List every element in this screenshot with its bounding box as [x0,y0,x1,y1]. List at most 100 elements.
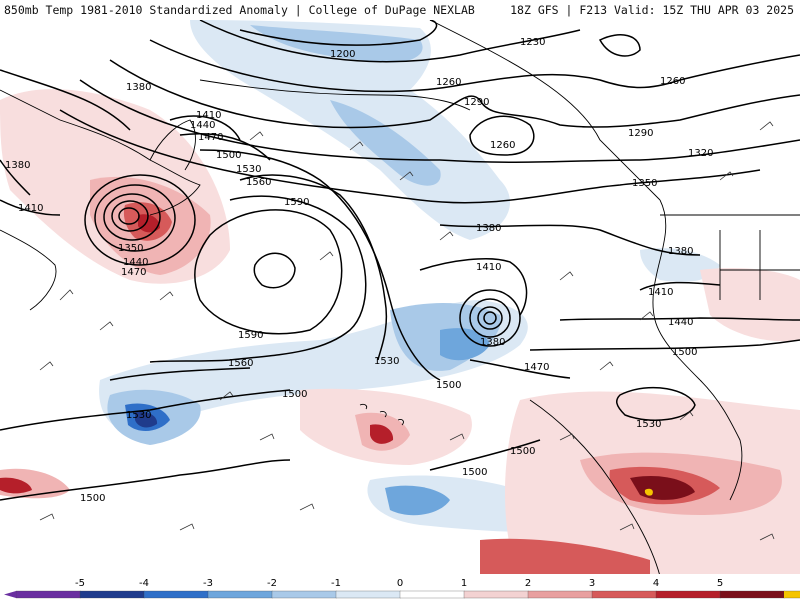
contour-label: 1290 [464,97,489,108]
legend-tick-label: 3 [589,578,595,589]
legend-tick-label: 2 [525,578,531,589]
contour-1200 [239,20,438,46]
legend-max-arrow [784,591,796,598]
legend-color-swatch [15,590,81,599]
contour-1260-north [149,39,800,93]
contour-label: 1410 [476,262,501,273]
contour-label: 1410 [648,287,673,298]
contour-label: 1470 [198,132,223,143]
color-scale-legend: -5 -4 -3 -2 -1 0 1 2 3 4 5 [0,574,800,600]
cyclone-east-ring-3 [477,306,503,330]
wind-barb [259,433,275,441]
wind-barb [179,523,195,531]
cold-anomaly-north-core [250,25,423,63]
wind-barb [559,433,575,441]
contour-1470 [179,132,271,161]
contour-label: 1590 [284,197,309,208]
wind-barbs [39,121,775,541]
contour-label: 1470 [524,362,549,373]
coastline-asia [0,89,201,216]
wind-barb [299,503,315,511]
legend-tick-label: 4 [653,578,659,589]
contour-1530-c [109,367,251,381]
cyclone-east-ring-4 [483,311,497,325]
legend-color-swatch [271,590,337,599]
wind-barb [219,391,234,401]
contour-label: 1200 [330,49,355,60]
legend-color-swatch [719,590,785,599]
coastline-alaska [429,20,661,201]
legend-color-swatch [207,590,273,599]
contour-1410-asia [0,199,61,216]
contour-label: 1320 [688,148,713,159]
contour-1320 [79,79,800,163]
contour-1560 [149,195,367,363]
contour-1500-b [529,339,800,351]
coastlines [0,20,800,576]
legend-tick-label: -3 [203,578,213,589]
wind-barb [59,289,74,301]
legend-tick-label: 1 [461,578,467,589]
contour-label: 1560 [228,358,253,369]
contour-1410-b [419,258,528,316]
contour-label: 1440 [190,120,215,131]
contour-1500-c [0,389,291,431]
contour-label: 1350 [632,178,657,189]
contour-label: 1380 [5,160,30,171]
contour-label: 1350 [118,243,143,254]
contour-1470-e [469,359,571,379]
wind-barb [39,361,54,371]
coastline-aleutians [199,79,471,111]
contour-1440-e [559,317,800,321]
contour-label: 1530 [126,410,151,421]
cyclone-west-ring-5 [118,207,140,225]
legend-tick-label: -4 [139,578,149,589]
contour-label: 1470 [121,267,146,278]
warm-anomaly-south-edge [480,538,650,576]
wind-barb [399,171,414,181]
contour-label: 1590 [238,330,263,341]
contour-label: 1530 [374,356,399,367]
contour-label: 1500 [672,347,697,358]
contour-1380-b [439,224,701,256]
legend-color-swatch [335,590,401,599]
coastline-japan [0,229,57,311]
cyclone-east-ring-1 [459,289,521,347]
contour-label: 1230 [520,37,545,48]
wind-barb [639,311,654,321]
contour-1290 [109,59,800,129]
legend-color-swatch [143,590,209,599]
map-header: 850mb Temp 1981-2010 Standardized Anomal… [0,0,800,20]
legend-color-swatch [463,590,529,599]
contour-label: 1500 [216,150,241,161]
contour-label: 1380 [480,337,505,348]
cold-anomaly-central-core2 [440,328,490,361]
cold-anomaly-east-coast [640,248,720,282]
legend-tick-label: -2 [267,578,277,589]
contour-label: 1380 [668,246,693,257]
wind-barb [159,291,174,301]
wind-barb [679,411,694,421]
warm-anomaly-hawaii-deep [370,424,394,444]
contour-1590-outer [194,209,343,335]
contour-1530 [239,174,388,361]
coastline-kamchatka [149,119,196,171]
wind-barb [449,433,465,441]
warm-anomaly-low-deep [138,214,160,233]
wind-barb [439,231,454,241]
cold-anomaly-south-core [385,485,450,516]
contour-label: 1410 [196,110,221,121]
contour-label: 1410 [18,203,43,214]
contour-label: 1500 [282,389,307,400]
wind-barb [759,121,774,131]
wind-barb [759,533,775,541]
legend-color-swatch [591,590,657,599]
wind-barb [249,131,264,141]
contour-1440 [169,115,241,141]
legend-color-swatch [79,590,145,599]
contour-label: 1380 [126,82,151,93]
cyclone-west-ring-4 [111,200,149,232]
contour-label: 1260 [490,140,515,151]
wind-barb [719,171,734,181]
contour-1590-inner [253,252,296,289]
